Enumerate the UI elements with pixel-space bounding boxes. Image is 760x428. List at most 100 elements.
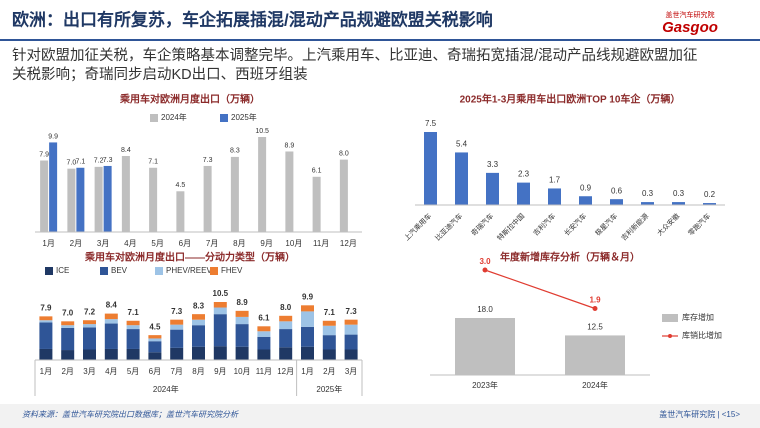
- bar-segment: [104, 313, 118, 320]
- line-point: [482, 267, 488, 273]
- bar-segment: [301, 311, 314, 327]
- bar-segment: [83, 349, 96, 360]
- bar: [548, 188, 561, 205]
- bar: [517, 182, 530, 205]
- bar-segment: [192, 346, 205, 360]
- chart-title: 2025年1-3月乘用车出口欧洲TOP 10车企（万辆）: [460, 93, 681, 106]
- logo-text: 盖世汽车研究院: [666, 10, 715, 19]
- total-label: 8.4: [106, 301, 118, 310]
- x-tick-label: 5月: [151, 239, 163, 248]
- bar-segment: [148, 352, 162, 360]
- x-tick-label: 2月: [323, 367, 335, 376]
- bar-segment: [213, 302, 227, 308]
- x-tick-label: 9月: [214, 367, 226, 376]
- bar-segment: [83, 320, 96, 325]
- total-label: 7.1: [128, 308, 140, 317]
- bar-segment: [39, 320, 53, 323]
- value-label: 7.1: [76, 159, 86, 166]
- value-label: 18.0: [477, 305, 493, 314]
- bar-segment: [344, 324, 358, 335]
- bar-segment: [61, 327, 75, 351]
- legend-swatch: [155, 267, 163, 275]
- bar: [285, 151, 294, 232]
- value-label: 0.6: [611, 186, 623, 195]
- bar-segment: [257, 349, 271, 360]
- legend-swatch: [150, 114, 158, 122]
- value-label: 6.1: [312, 168, 322, 175]
- bar-segment: [301, 305, 314, 312]
- x-tick-label: 10月: [285, 239, 302, 248]
- bar-segment: [170, 347, 184, 360]
- value-label: 5.4: [456, 140, 468, 149]
- bar-segment: [279, 321, 293, 330]
- bar-segment: [61, 321, 75, 326]
- legend-label: ICE: [56, 266, 69, 275]
- legend-swatch: [100, 267, 108, 275]
- value-label: 7.1: [148, 159, 158, 166]
- bar-segment: [148, 341, 162, 353]
- value-label: 0.3: [673, 189, 685, 198]
- value-label: 3.3: [487, 160, 499, 169]
- total-label: 7.0: [62, 308, 74, 317]
- legend-label: PHEV/REEV: [166, 266, 212, 275]
- bar-segment: [213, 314, 227, 347]
- bar-segment: [148, 335, 162, 339]
- group-label: 2024年: [153, 384, 179, 394]
- bar-segment: [39, 316, 53, 321]
- bar: [703, 203, 716, 205]
- bar: [121, 156, 130, 232]
- value-label: 8.0: [339, 150, 349, 157]
- value-label: 1.7: [549, 176, 561, 185]
- x-tick-label: 5月: [127, 367, 139, 376]
- value-label: 0.9: [580, 183, 592, 192]
- bar: [641, 202, 654, 205]
- total-label: 6.1: [258, 313, 270, 322]
- value-label: 7.3: [203, 157, 213, 164]
- bar-segment: [257, 331, 271, 337]
- x-tick-label: 10月: [234, 367, 251, 376]
- bar-segment: [279, 347, 293, 360]
- value-label: 10.5: [255, 128, 269, 135]
- chart-title: 乘用车对欧洲月度出口（万辆）: [119, 93, 260, 106]
- source: 资料来源：盖世汽车研究院出口数据库；盖世汽车研究院分析: [22, 410, 239, 419]
- total-label: 7.2: [84, 307, 96, 316]
- bar-segment: [235, 324, 249, 347]
- legend-label: 库销比增加: [682, 330, 722, 340]
- bar-segment: [213, 346, 227, 360]
- value-label: 7.2: [94, 158, 104, 165]
- bar-segment: [279, 315, 293, 322]
- bar: [455, 318, 515, 375]
- bar: [230, 156, 239, 232]
- x-tick-label: 9月: [260, 239, 272, 248]
- bar-segment: [257, 336, 271, 350]
- bar: [579, 196, 592, 205]
- bar-segment: [170, 319, 184, 325]
- bar-segment: [192, 325, 205, 347]
- bar-segment: [192, 319, 205, 326]
- bar: [424, 132, 437, 205]
- bar: [67, 168, 76, 232]
- legend-swatch: [668, 334, 672, 338]
- legend-label: FHEV: [221, 266, 243, 275]
- total-label: 8.3: [193, 301, 205, 310]
- x-tick-label: 2月: [70, 239, 82, 248]
- bar: [610, 199, 623, 205]
- summary-line: 针对欧盟加征关税，车企策略基本调整完毕。上汽乘用车、比亚迪、奇瑞拓宽插混/混动产…: [12, 46, 698, 64]
- line: [484, 269, 596, 310]
- x-tick-label: 7月: [206, 239, 218, 248]
- value-label: 8.3: [230, 148, 240, 155]
- bar: [49, 142, 58, 232]
- bar-segment: [126, 320, 140, 326]
- bar: [339, 159, 348, 232]
- bar: [486, 172, 499, 205]
- bar-segment: [192, 314, 205, 320]
- bar: [258, 137, 267, 232]
- total-label: 9.9: [302, 292, 314, 301]
- total-label: 7.3: [171, 307, 183, 316]
- bar-segment: [344, 319, 358, 325]
- bar-segment: [344, 334, 358, 350]
- bar: [76, 167, 85, 232]
- page-number: 盖世汽车研究院 | <15>: [659, 409, 740, 419]
- total-label: 8.9: [237, 298, 249, 307]
